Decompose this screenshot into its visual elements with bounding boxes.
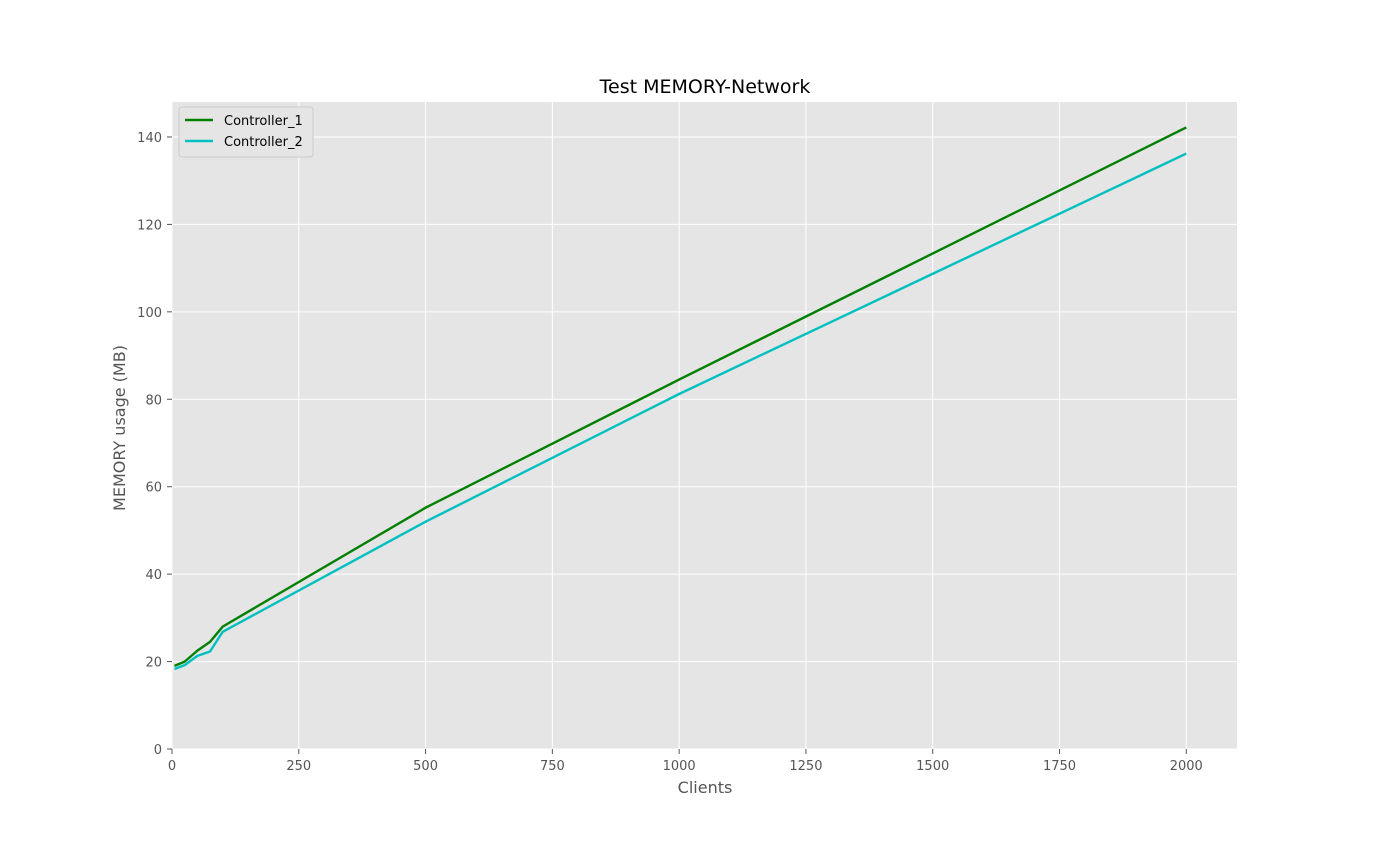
y-tick-label: 60 (145, 481, 162, 496)
y-tick-label: 80 (145, 393, 162, 408)
y-tick-label: 120 (137, 218, 162, 233)
y-tick-label: 20 (145, 656, 162, 671)
y-axis-label: MEMORY usage (MB) (110, 345, 129, 511)
y-tick-label: 40 (145, 568, 162, 583)
x-tick-label: 1750 (1043, 759, 1076, 774)
x-axis-label: Clients (678, 778, 733, 797)
x-tick-label: 500 (413, 759, 438, 774)
x-tick-label: 750 (540, 759, 565, 774)
x-tick-label: 1250 (789, 759, 822, 774)
axes: 0 250 500 750 1000 1250 1500 1750 2000 0 20 40 60 80 1… (137, 131, 1203, 774)
y-tick-label: 140 (137, 131, 162, 146)
legend-label: Controller_1 (224, 114, 303, 129)
y-tick-label: 100 (137, 306, 162, 321)
x-tick-label: 1000 (663, 759, 696, 774)
x-tick-label: 250 (286, 759, 311, 774)
legend-label: Controller_2 (224, 135, 303, 150)
series-lines (174, 126, 1187, 671)
chart-title: Test MEMORY-Network (599, 76, 811, 98)
legend: Controller_1 Controller_2 (178, 106, 314, 158)
plot-area (172, 102, 1237, 749)
y-tick-label: 0 (154, 743, 162, 758)
grid (171, 102, 1237, 750)
x-tick-label: 2000 (1170, 759, 1203, 774)
series-line-controller-2 (174, 152, 1187, 671)
x-tick-label: 0 (168, 759, 176, 774)
x-tick-label: 1500 (916, 759, 949, 774)
series-line-controller-1 (174, 126, 1187, 668)
